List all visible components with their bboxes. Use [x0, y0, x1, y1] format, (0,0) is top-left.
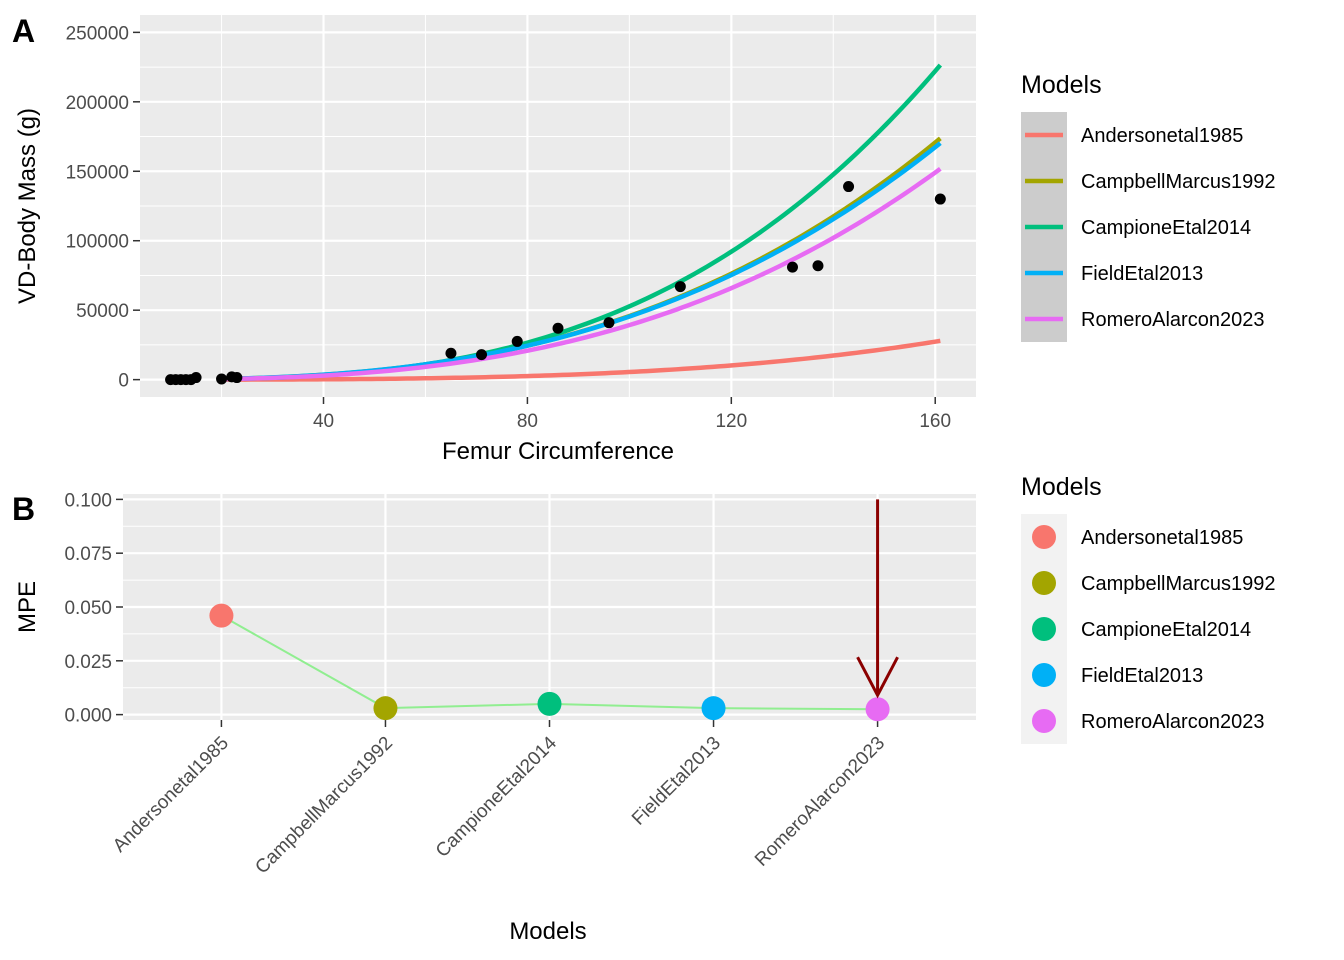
- panel-b-legend-title: Models: [1021, 473, 1102, 501]
- panel-a-y-tick-label: 50000: [76, 301, 129, 322]
- observed-point: [843, 181, 855, 193]
- legend-key-campioneetal2014: [1032, 617, 1056, 641]
- panel-b-points: [209, 603, 890, 722]
- panel-a-y-tick-label: 0: [118, 371, 129, 392]
- panel-a-grid: [140, 15, 976, 397]
- legend-key-andersonetal1985: [1032, 525, 1056, 549]
- series-line-andersonetal1985: [221, 338, 941, 382]
- panel-a-legend: Models Andersonetal1985 CampbellMarcus199…: [1021, 71, 1276, 342]
- panel-b-x-axis: Andersonetal1985 CampbellMarcus1992 Campio…: [109, 720, 889, 878]
- legend-label-andersonetal1985: Andersonetal1985: [1081, 125, 1243, 147]
- panel-a-y-tick-label: 150000: [66, 162, 129, 183]
- legend-label-campioneetal2014: CampioneEtal2014: [1081, 619, 1251, 641]
- observed-point: [552, 322, 564, 334]
- legend-label-campbellmarcus1992: CampbellMarcus1992: [1081, 171, 1276, 193]
- panel-a-x-tick-label: 160: [919, 411, 951, 432]
- panel-b-y-tick-label: 0.025: [64, 652, 112, 673]
- panel-a-x-axis-title: Femur Circumference: [442, 438, 674, 465]
- panel-b-x-axis-title: Models: [509, 918, 586, 945]
- panel-b: B 0.000 0.025 0.050 0.075 0.100 Andersonetal…: [12, 490, 976, 945]
- panel-b-x-tick-label: CampbellMarcus1992: [251, 733, 397, 879]
- panel-b-y-axis: 0.000 0.025 0.050 0.075 0.100: [64, 490, 123, 727]
- panel-a: A 0 50000 100000 150000 200000 250000 40 80 120…: [12, 13, 976, 465]
- panel-b-y-tick-label: 0.075: [64, 544, 112, 565]
- panel-a-tag: A: [12, 13, 35, 49]
- legend-label-campioneetal2014: CampioneEtal2014: [1081, 217, 1251, 239]
- panel-a-y-tick-label: 100000: [66, 232, 129, 253]
- observed-point: [934, 193, 946, 205]
- mpe-point-campbellmarcus1992: [373, 696, 398, 721]
- panel-a-x-tick-label: 80: [517, 411, 538, 432]
- panel-a-observed-points: [165, 181, 946, 386]
- panel-b-x-tick-label: CampioneEtal2014: [432, 732, 561, 861]
- observed-point: [190, 372, 202, 384]
- legend-key-fieldetal2013: [1032, 663, 1056, 687]
- panel-a-y-axis: 0 50000 100000 150000 200000 250000: [66, 23, 140, 392]
- panel-b-x-tick-label: FieldEtal2013: [628, 733, 725, 830]
- observed-point: [511, 335, 523, 347]
- panel-a-y-tick-label: 200000: [66, 93, 129, 114]
- legend-label-fieldetal2013: FieldEtal2013: [1081, 263, 1203, 285]
- series-line-romeroalarcon2023: [221, 166, 942, 382]
- legend-key-campbellmarcus1992: [1032, 571, 1056, 595]
- mpe-point-andersonetal1985: [209, 603, 234, 628]
- panel-a-legend-title: Models: [1021, 71, 1102, 99]
- legend-label-andersonetal1985: Andersonetal1985: [1081, 527, 1243, 549]
- panel-b-y-axis-title: MPE: [14, 581, 41, 633]
- panel-b-x-tick-label: RomeroAlarcon2023: [751, 733, 889, 871]
- observed-point: [603, 317, 615, 329]
- mpe-point-romeroalarcon2023: [865, 697, 890, 722]
- panel-a-series-lines: [221, 63, 943, 382]
- legend-label-fieldetal2013: FieldEtal2013: [1081, 665, 1203, 687]
- panel-b-highlight-arrow: [856, 499, 899, 699]
- observed-point: [445, 347, 457, 359]
- legend-key-romeroalarcon2023: [1032, 709, 1056, 733]
- mpe-point-campioneetal2014: [537, 691, 562, 716]
- observed-point: [231, 372, 243, 384]
- panel-b-y-tick-label: 0.050: [64, 598, 112, 619]
- panel-b-y-tick-label: 0.100: [64, 490, 112, 511]
- panel-a-y-axis-title: VD-Body Mass (g): [14, 108, 41, 304]
- observed-point: [812, 260, 824, 272]
- panel-b-x-tick-label: Andersonetal1985: [109, 733, 233, 857]
- observed-point: [216, 373, 228, 385]
- panel-b-tag: B: [12, 491, 35, 527]
- panel-a-x-tick-label: 40: [313, 411, 334, 432]
- panel-a-x-tick-label: 120: [715, 411, 747, 432]
- legend-label-romeroalarcon2023: RomeroAlarcon2023: [1081, 309, 1264, 331]
- observed-point: [476, 349, 488, 361]
- panel-a-x-axis: 40 80 120 160: [313, 397, 951, 432]
- panel-b-y-tick-label: 0.000: [64, 706, 112, 727]
- highlight-arrow-head: [856, 656, 899, 699]
- legend-label-romeroalarcon2023: RomeroAlarcon2023: [1081, 711, 1264, 733]
- observed-point: [674, 281, 686, 293]
- panel-b-legend: Models Andersonetal1985 CampbellMarcus199…: [1021, 473, 1276, 744]
- mpe-point-fieldetal2013: [701, 696, 726, 721]
- observed-point: [786, 261, 798, 273]
- legend-label-campbellmarcus1992: CampbellMarcus1992: [1081, 573, 1276, 595]
- panel-a-y-tick-label: 250000: [66, 23, 129, 44]
